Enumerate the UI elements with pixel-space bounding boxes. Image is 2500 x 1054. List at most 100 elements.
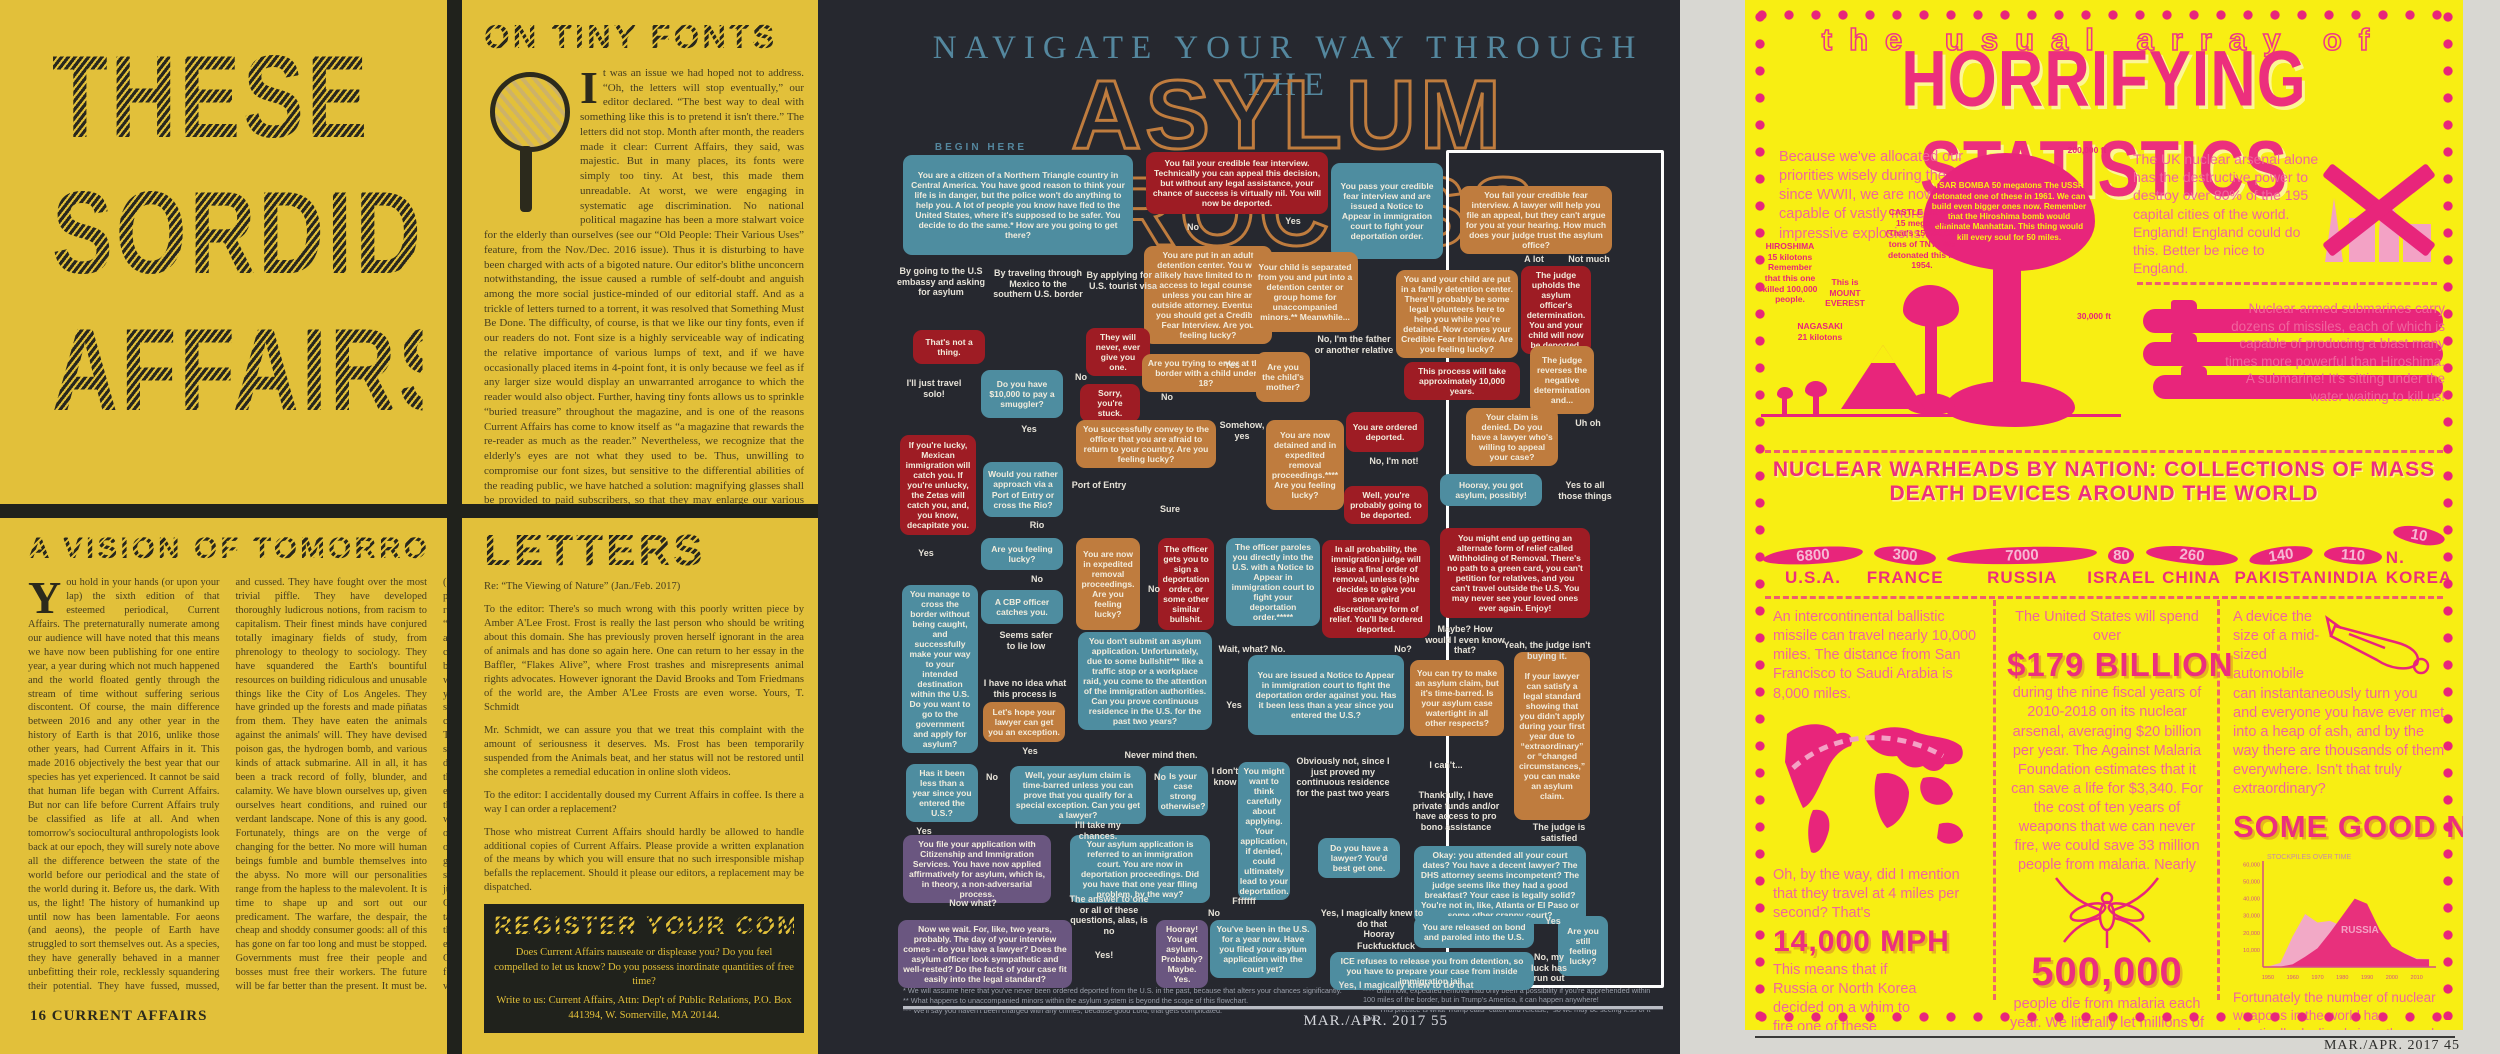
billion-figure: $179 BILLION <box>2007 646 2234 684</box>
flow-node: Uh oh <box>1575 418 1601 428</box>
page-title: THESE SORDID AFFAIRS <box>52 30 459 439</box>
flow-node: They will never, ever give you one. <box>1086 328 1150 377</box>
flow-node: Yeah, the judge isn't buying it. <box>1503 640 1591 661</box>
flow-node: Port of Entry <box>1071 480 1127 490</box>
flow-node: ICE refuses to release you from detentio… <box>1330 952 1534 991</box>
device-text: A device the size of a mid-sized automob… <box>2233 609 2445 798</box>
country-name: U.S.A. <box>1784 568 1842 587</box>
flow-node: If you're lucky, Mexican immigration wil… <box>900 435 976 535</box>
warheads-by-nation: 6800 U.S.A. 300 FRANCE 7000 RUSSIA <box>1762 488 2451 588</box>
letters-section: LETTERS Re: “The Viewing of Nature” (Jan… <box>470 518 818 1054</box>
letter-block: Re: “The Viewing of Nature” (Jan./Feb. 2… <box>484 581 681 592</box>
flow-node: No <box>1161 392 1173 402</box>
flow-node: Rio <box>1029 520 1045 530</box>
svg-text:50,000: 50,000 <box>2243 880 2260 886</box>
svg-text:30,000: 30,000 <box>2243 914 2260 920</box>
flow-node: No <box>1187 222 1199 232</box>
flow-node: You are ordered deported. <box>1346 412 1424 452</box>
horrifying-statistics-page: the usual array of HORRIFYING STATISTICS… <box>1745 0 2463 1030</box>
flow-node: Yes <box>1224 360 1240 370</box>
flow-node: No, I'm not! <box>1369 456 1419 466</box>
stats-intro: Because we've allocated our priorities w… <box>1779 149 1978 242</box>
nagasaki-cloud <box>1805 381 1827 397</box>
section-divider <box>1765 450 2443 453</box>
altitude-label: 30,000 ft <box>2076 311 2112 321</box>
flow-node: By applying for a U.S. tourist visa <box>1086 270 1160 291</box>
flow-node: Your claim is denied. Do you have a lawy… <box>1466 408 1558 467</box>
flow-node: Are you feeling lucky? <box>981 538 1063 570</box>
flow-node: You fail your credible fear interview. A… <box>1460 186 1612 255</box>
flow-node: A lot <box>1524 254 1544 264</box>
flow-node: Wait, what? No. <box>1218 644 1286 654</box>
article-body: It was an issue we had hoped not to addr… <box>484 62 804 504</box>
flow-node: Are you the child's mother? <box>1256 352 1310 402</box>
dotted-border-right <box>2441 10 2455 1020</box>
flow-node: You are issued a Notice to Appear in imm… <box>1248 655 1404 735</box>
flow-node: By going to the U.S embassy and asking f… <box>896 266 986 298</box>
flow-node: I'll take my chances. <box>1075 820 1121 841</box>
svg-text:20,000: 20,000 <box>2243 931 2260 937</box>
flow-node: You manage to cross the border without b… <box>902 585 978 754</box>
flow-node: I have no idea what this process is <box>983 678 1067 699</box>
country-name: ISRAEL <box>2087 568 2156 587</box>
flow-node: Yes <box>1285 216 1301 226</box>
flow-node: Yes <box>1021 424 1037 434</box>
svg-text:RUSSIA: RUSSIA <box>2341 925 2379 936</box>
flow-node: No <box>1075 372 1087 382</box>
flow-node: Not much <box>1568 254 1610 264</box>
flow-node: Yes, I magically knew to do that <box>1338 980 1474 990</box>
flow-node: Hooray, you got asylum, possibly! <box>1440 474 1542 506</box>
warhead-count: 10 <box>2409 525 2429 546</box>
column-divider <box>1993 600 1996 1000</box>
svg-text:2000: 2000 <box>2386 975 2398 981</box>
register-complaints-box: REGISTER YOUR COMPLAINTS Does Current Af… <box>484 904 818 1033</box>
column-divider <box>2217 600 2220 1000</box>
warhead-count: 140 <box>2267 545 2295 566</box>
submarine-icon <box>2153 366 2443 399</box>
flow-node: Do you have a lawyer? You'd best get one… <box>1318 838 1400 878</box>
nation-item: 6800 U.S.A. <box>1762 496 1864 588</box>
page-folio: MAR./APR. 2017 45 <box>2323 1038 2460 1053</box>
flow-node: Fuckfuckfuck <box>1356 941 1416 951</box>
device-column: A device the size of a mid-sized automob… <box>2233 608 2463 1030</box>
section-divider <box>1765 596 2443 599</box>
page-margin <box>1745 1030 2463 1054</box>
flow-node: Well, your asylum claim is time-barred u… <box>1010 766 1146 825</box>
flow-node: Somehow, yes <box>1219 420 1265 441</box>
flow-node: You've been in the U.S. for a year now. … <box>1210 920 1316 979</box>
flow-node: Yes <box>1545 916 1561 926</box>
submarines-text: Nuclear-armed submarines carry dozens of… <box>2225 301 2445 404</box>
flow-node: You are now detained and in expedited re… <box>1266 420 1344 510</box>
flow-node: BEGIN HERE <box>934 142 1028 153</box>
stockpiles-chart: STOCKPILES OVER TIME USA RUSSIA 10,000 20,00… <box>2233 851 2445 984</box>
title-line: THESE <box>52 15 423 181</box>
country-shape: 10 <box>2391 522 2447 549</box>
svg-text:1960: 1960 <box>2287 975 2299 981</box>
uk-arsenal-block: The UK nuclear arsenal alone has the des… <box>2133 150 2436 277</box>
nation-item: 140 PAKISTAN <box>2235 500 2326 588</box>
icbm-column: An intercontinental ballistic missile ca… <box>1773 608 1981 1030</box>
hiroshima-label: HIROSHIMA 15 kilotons Remember that this o… <box>1762 241 1818 305</box>
column-divider <box>447 0 462 1054</box>
svg-text:1970: 1970 <box>2311 975 2323 981</box>
dotted-border-bottom <box>1755 1010 2453 1024</box>
footnotes-left: * We will assume here that you've never … <box>903 986 1343 1016</box>
flow-node: You are a citizen of a Northern Triangle… <box>903 155 1133 255</box>
submarine-icon <box>2143 333 2443 366</box>
flow-node: By traveling through Mexico to the south… <box>993 268 1083 300</box>
country-name: CHINA <box>2162 568 2221 587</box>
warhead-count: 7000 <box>2005 546 2040 565</box>
flow-node: You don't submit an asylum application. … <box>1078 632 1212 731</box>
flow-node: Never mind then. <box>1124 750 1198 760</box>
letter-block: Mr. Schmidt, we can assure you that we t… <box>484 724 804 778</box>
flow-node: Hooray! You get asylum. Probably? Maybe.… <box>1156 920 1208 989</box>
bomb-sketch-icon <box>2325 615 2430 675</box>
complaints-address: Write to us: Current Affairs, Attn: Dep'… <box>496 995 792 1021</box>
icbm-text: Oh, by the way, did I mention that they … <box>1773 866 1960 921</box>
page-folio: MAR./APR. 2017 55 <box>1303 1013 1448 1029</box>
warhead-count: 80 <box>2113 547 2130 564</box>
flow-node: Are you still feeling lucky? <box>1558 916 1608 976</box>
country-shape: 140 <box>2247 542 2314 569</box>
flow-node: If your lawyer can satisfy a legal stand… <box>1514 652 1590 820</box>
tsar-base <box>1945 381 2075 427</box>
